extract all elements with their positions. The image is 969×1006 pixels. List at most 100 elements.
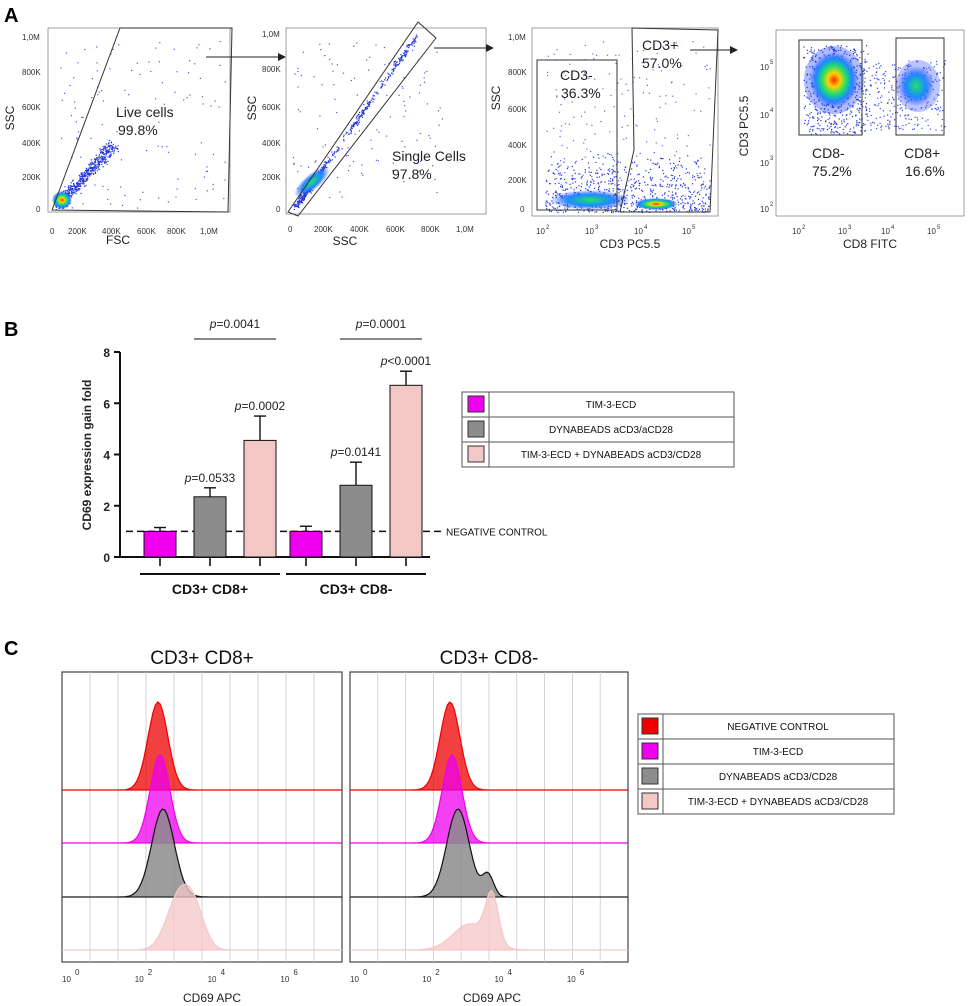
scatter-dot [866,88,868,90]
scatter-dot [687,202,689,205]
scatter-dot [847,107,849,109]
scatter-dot [155,47,157,49]
scatter-dot [588,77,590,79]
scatter-dot [901,107,903,109]
scatter-dot [927,124,929,127]
scatter-dot [676,196,678,198]
scatter-dot [372,95,374,97]
scatter-dot [866,45,868,47]
scatter-dot [672,194,674,196]
scatter-dot [887,114,889,116]
scatter-dot [885,70,887,73]
scatter-dot [406,44,408,46]
scatter-dot [398,94,400,96]
scatter-dot [622,189,624,191]
scatter-dot [869,110,871,112]
scatter-dot [864,61,866,63]
scatter-dot [598,176,601,178]
scatter-dot [682,194,684,197]
scatter-dot [107,156,109,158]
scatter-dot [638,180,640,182]
scatter-dot [601,175,603,177]
scatter-dot [858,85,860,87]
x-tick-label: 10 [62,975,71,984]
scatter-dot [662,169,664,172]
scatter-dot [74,107,76,109]
scatter-dot [612,188,614,190]
scatter-dot [106,149,108,151]
scatter-dot [818,57,820,59]
scatter-dot [563,72,565,74]
scatter-dot [382,81,384,83]
scatter-dot [597,183,600,185]
scatter-dot [615,54,617,56]
scatter-dot [76,138,78,140]
scatter-dot [432,165,434,167]
scatter-dot [108,146,111,148]
scatter-dot [842,128,844,130]
scatter-dot [396,64,398,66]
scatter-dot [70,185,72,187]
scatter-dot [704,185,706,188]
x-tick: 400K [350,225,369,234]
scatter-dot [693,202,696,204]
scatter-dot [849,54,851,56]
scatter-dot [862,106,864,108]
scatter-dot [333,152,335,154]
scatter-dot [824,108,826,110]
scatter-dot [343,140,345,142]
arrow-head [730,46,738,54]
scatter-dot [64,92,66,94]
scatter-dot [674,208,676,210]
scatter-dot [76,190,78,192]
scatter-dot [364,107,366,109]
scatter-dot [593,182,595,184]
scatter-dot [573,189,575,191]
scatter-dot [583,210,585,212]
scatter-dot [907,66,909,68]
flow-plot-single-cells: Single Cells 97.8% SSC SSC 0 200K 400K 6… [245,21,487,248]
x-tick-exp: 4 [221,968,226,977]
scatter-dot [155,98,157,100]
scatter-dot [617,187,619,190]
panel-letter-b: B [4,319,18,341]
scatter-dot [303,198,306,200]
scatter-dot [604,189,606,191]
scatter-dot [609,153,611,156]
y-tick: 800K [262,65,281,74]
scatter-dot [892,98,895,100]
scatter-dot [704,208,706,210]
scatter-dot [65,190,67,192]
scatter-dot [72,191,74,193]
scatter-dot [708,198,710,200]
scatter-dot [315,160,317,162]
scatter-dot [97,161,100,163]
scatter-dot [295,205,297,207]
scatter-dot [166,146,168,148]
scatter-dot [687,155,689,157]
scatter-dot [833,132,835,134]
scatter-dot [574,172,576,175]
scatter-dot [588,211,591,213]
scatter-dot [654,193,656,195]
scatter-dot [563,161,565,163]
bar [243,439,277,558]
x-axis-label: CD69 APC [183,991,241,1005]
panel-letter-a: A [4,5,18,27]
scatter-dot [614,208,616,210]
scatter-dot [638,188,640,190]
scatter-dot [902,125,904,127]
scatter-dot [105,143,108,145]
scatter-dot [819,112,821,115]
scatter-dot [936,63,938,65]
scatter-dot [655,210,657,212]
scatter-dot [296,202,298,204]
scatter-dot [656,120,658,122]
scatter-dot [865,93,867,95]
histogram-curve [350,889,628,951]
scatter-dot [357,122,359,124]
scatter-dot [102,185,104,188]
scatter-dot [329,160,331,163]
x-axis-label: CD69 APC [463,991,521,1005]
scatter-dot [673,208,675,210]
